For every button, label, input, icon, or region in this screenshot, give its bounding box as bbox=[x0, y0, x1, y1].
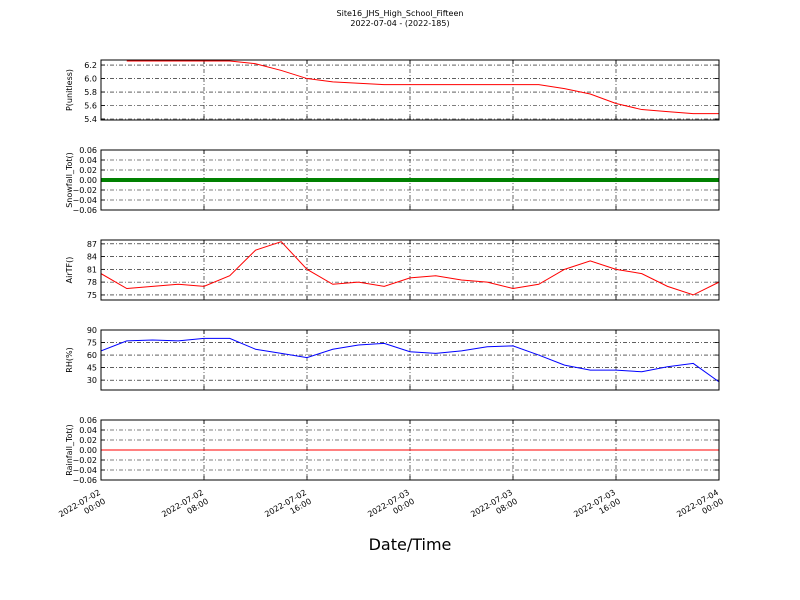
y-tick-label: 0.04 bbox=[79, 156, 97, 165]
y-tick-label: 0.00 bbox=[79, 176, 97, 185]
data-line bbox=[126, 60, 719, 115]
y-tick-label: 87 bbox=[87, 240, 97, 249]
y-tick-label: −0.06 bbox=[72, 476, 97, 485]
y-axis-label: AirTF() bbox=[65, 257, 74, 284]
y-tick-label: −0.04 bbox=[72, 196, 97, 205]
y-tick-label: 0.00 bbox=[79, 446, 97, 455]
axes-frame bbox=[100, 239, 720, 301]
y-tick-label: −0.02 bbox=[72, 456, 97, 465]
x-axis-label: Date/Time bbox=[369, 535, 452, 554]
y-tick-label: 81 bbox=[87, 265, 97, 274]
y-tick-label: 84 bbox=[87, 253, 97, 262]
y-axis-label: P(unitless) bbox=[65, 69, 74, 111]
y-tick-label: 0.04 bbox=[79, 426, 97, 435]
figure-title: Site16_JHS_High_School_Fifteen bbox=[337, 9, 464, 18]
y-tick-label: 5.8 bbox=[84, 88, 97, 97]
axes-frame bbox=[100, 419, 720, 481]
y-axis-label: RH(%) bbox=[65, 347, 74, 372]
y-tick-label: 45 bbox=[87, 364, 97, 373]
plot-area bbox=[126, 60, 719, 115]
y-tick-label: 0.06 bbox=[79, 146, 97, 155]
y-tick-label: −0.04 bbox=[72, 466, 97, 475]
y-tick-label: 5.4 bbox=[84, 115, 97, 124]
data-line bbox=[101, 241, 719, 296]
y-tick-label: 6.0 bbox=[84, 75, 97, 84]
axes-frame bbox=[100, 149, 720, 211]
y-tick-label: 30 bbox=[87, 376, 97, 385]
y-tick-label: 78 bbox=[87, 278, 97, 287]
axes-frame bbox=[100, 329, 720, 391]
y-tick-label: 5.6 bbox=[84, 102, 97, 111]
axes-frame bbox=[100, 59, 720, 121]
y-tick-label: 0.02 bbox=[79, 436, 97, 445]
y-tick-label: 60 bbox=[87, 351, 97, 360]
y-tick-label: 0.06 bbox=[79, 416, 97, 425]
y-tick-label: 6.2 bbox=[84, 61, 97, 70]
plot-area bbox=[101, 241, 719, 296]
plot-area bbox=[101, 337, 719, 383]
y-tick-label: 75 bbox=[87, 339, 97, 348]
figure-subtitle: 2022-07-04 - (2022-185) bbox=[350, 19, 449, 28]
data-line bbox=[101, 337, 719, 383]
y-tick-label: 75 bbox=[87, 291, 97, 300]
y-tick-label: 0.02 bbox=[79, 166, 97, 175]
y-tick-label: −0.06 bbox=[72, 206, 97, 215]
y-axis-label: Snowfall_Tot() bbox=[65, 152, 74, 208]
y-tick-label: 90 bbox=[87, 326, 97, 335]
y-tick-label: −0.02 bbox=[72, 186, 97, 195]
y-axis-label: Rainfall_Tot() bbox=[65, 424, 74, 476]
